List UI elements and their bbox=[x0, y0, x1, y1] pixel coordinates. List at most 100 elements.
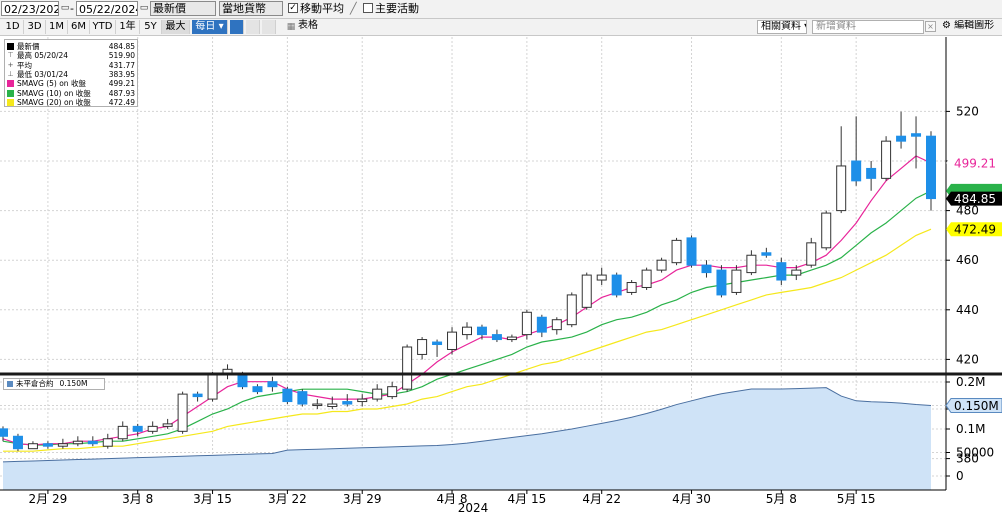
candle bbox=[132, 423, 143, 437]
legend-swatch bbox=[7, 381, 13, 387]
frequency-dropdown[interactable]: 每日 ▾ bbox=[192, 20, 228, 34]
candle-body bbox=[12, 435, 23, 450]
candle-body bbox=[432, 341, 443, 346]
period-button[interactable]: 1D bbox=[2, 20, 24, 34]
candle-body bbox=[686, 237, 697, 266]
candle-body bbox=[656, 259, 667, 271]
candle-body bbox=[671, 239, 682, 264]
edit-chart-button[interactable]: ⚙ 編輯圖形 bbox=[939, 20, 1001, 34]
period-button[interactable]: 1M bbox=[46, 20, 68, 34]
candle bbox=[911, 116, 922, 169]
period-button[interactable]: 3D bbox=[24, 20, 46, 34]
candle bbox=[491, 329, 502, 343]
chart-style-button[interactable] bbox=[246, 20, 260, 34]
candle bbox=[462, 322, 472, 340]
candle bbox=[267, 376, 278, 392]
candle-body bbox=[87, 440, 98, 445]
price-tag: 472.49 bbox=[946, 222, 1002, 237]
currency-dropdown[interactable]: 當地貨幣 bbox=[219, 1, 283, 16]
candle bbox=[357, 394, 368, 407]
candle-body bbox=[911, 133, 922, 137]
clear-icon[interactable]: × bbox=[925, 21, 936, 32]
candle bbox=[776, 257, 787, 285]
candle bbox=[791, 265, 802, 281]
period-button[interactable]: 6M bbox=[68, 20, 90, 34]
candle-body bbox=[596, 274, 607, 281]
pencil-icon[interactable]: ╱ bbox=[350, 2, 357, 15]
period-toolbar: 1D 3D 1M 6M YTD 1年 5Y 最大 每日 ▾ ▦ 表格 相關資料 … bbox=[0, 19, 1002, 36]
candle-body bbox=[806, 242, 817, 266]
price-tag-label: 472.49 bbox=[954, 223, 996, 237]
candle-body bbox=[836, 165, 847, 212]
candle bbox=[551, 317, 562, 335]
legend-label: 最新價 bbox=[17, 42, 40, 51]
end-date-field[interactable]: 05/22/2024 bbox=[76, 1, 138, 16]
candle-body bbox=[791, 269, 802, 276]
moving-avg-checkbox[interactable]: ✓ bbox=[288, 3, 298, 13]
y-tick-label: 520 bbox=[956, 104, 979, 118]
calendar-icon[interactable]: ▭ bbox=[139, 3, 149, 13]
add-data-input[interactable]: 新增資料 bbox=[812, 20, 924, 34]
candle bbox=[72, 436, 83, 447]
table-label[interactable]: 表格 bbox=[298, 20, 318, 31]
candle-body bbox=[372, 388, 383, 400]
candle-body bbox=[476, 326, 487, 336]
candle-body bbox=[626, 282, 637, 293]
candle-body bbox=[821, 212, 832, 249]
candle bbox=[282, 386, 293, 405]
open-interest-legend: 未平倉合約 0.150M bbox=[3, 378, 105, 390]
period-button[interactable]: YTD bbox=[90, 20, 116, 34]
start-date-field[interactable]: 02/23/2024 bbox=[1, 1, 59, 16]
candle bbox=[881, 136, 892, 181]
candle-body bbox=[506, 336, 517, 341]
legend-row: SMAVG (5) on 收盤 499.21 bbox=[7, 79, 135, 88]
related-data-dropdown[interactable]: 相關資料 ▾ bbox=[757, 20, 807, 34]
legend-swatch bbox=[7, 80, 14, 88]
key-events-label[interactable]: 主要活動 bbox=[375, 2, 419, 15]
open-interest-area bbox=[3, 387, 931, 490]
calendar-icon[interactable]: ▭ bbox=[60, 3, 70, 13]
moving-avg-label[interactable]: 移動平均 bbox=[300, 2, 344, 15]
key-events-checkbox[interactable] bbox=[363, 3, 373, 13]
candle bbox=[641, 267, 652, 290]
price-type-dropdown[interactable]: 最新價 bbox=[150, 1, 216, 16]
period-button-max[interactable]: 最大 bbox=[162, 20, 190, 34]
candle-body bbox=[896, 135, 907, 142]
price-tag-label: 499.21 bbox=[954, 156, 996, 170]
candle-body bbox=[731, 269, 742, 293]
legend-row: SMAVG (10) on 收盤 487.93 bbox=[7, 89, 135, 98]
candle-body bbox=[402, 346, 413, 390]
legend-value: 519.90 bbox=[108, 51, 135, 61]
candle bbox=[866, 161, 877, 191]
candle bbox=[27, 441, 38, 450]
period-button[interactable]: 5Y bbox=[140, 20, 162, 34]
y-tick-label: 380 bbox=[956, 452, 979, 466]
x-tick-label: 5月 15 bbox=[837, 492, 876, 506]
period-button[interactable]: 1年 bbox=[116, 20, 140, 34]
candle bbox=[626, 280, 637, 295]
legend-swatch bbox=[7, 43, 14, 50]
candle-body bbox=[881, 140, 892, 179]
candle bbox=[476, 324, 487, 340]
legend-swatch bbox=[7, 89, 14, 97]
candle-body bbox=[282, 388, 293, 403]
candle bbox=[177, 391, 188, 434]
y-tick-label: 460 bbox=[956, 253, 979, 267]
candle-body bbox=[866, 167, 877, 179]
candle bbox=[686, 235, 697, 268]
candle bbox=[417, 337, 428, 360]
legend-row: 最新價 484.85 bbox=[7, 42, 135, 51]
chart-settings-button[interactable] bbox=[262, 20, 276, 34]
candle-body bbox=[716, 269, 727, 296]
candle-body bbox=[192, 393, 203, 398]
price-tag-bg bbox=[946, 222, 1002, 237]
candle bbox=[581, 272, 592, 310]
table-icon[interactable]: ▦ bbox=[286, 22, 296, 32]
oi-y-tick-label: 50000 bbox=[956, 446, 994, 460]
chart-type-button[interactable] bbox=[230, 20, 244, 34]
x-tick-label: 4月 8 bbox=[436, 492, 467, 506]
oi-tag-label: 0.150M bbox=[954, 399, 999, 413]
chevron-down-icon: ▾ bbox=[801, 21, 806, 32]
legend-swatch: + bbox=[7, 60, 14, 69]
candle-body bbox=[491, 334, 502, 341]
